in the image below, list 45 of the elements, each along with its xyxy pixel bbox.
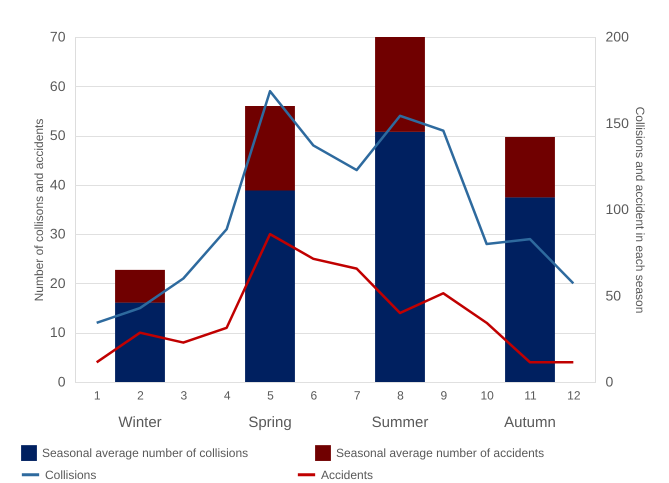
bar bbox=[115, 270, 165, 303]
y-tick-label: 40 bbox=[50, 176, 66, 192]
x-tick-label: 12 bbox=[567, 388, 581, 402]
text: Autumn bbox=[504, 414, 556, 431]
y-axis-title: Number of collisons and accidents bbox=[32, 118, 46, 302]
y2-axis-title: Collisions and accident in each season bbox=[632, 106, 647, 314]
x-tick-label: 6 bbox=[310, 388, 318, 402]
bar bbox=[505, 137, 555, 198]
x-tick-label: 1 bbox=[94, 388, 101, 402]
x-tick-label: 2 bbox=[137, 388, 144, 402]
y-tick-label: 70 bbox=[50, 28, 66, 44]
bar bbox=[375, 132, 425, 382]
y2-tick-label: 150 bbox=[606, 114, 630, 131]
text: Spring bbox=[248, 414, 292, 431]
bar bbox=[505, 197, 555, 382]
y-tick-label: 60 bbox=[50, 78, 66, 94]
x-tick-label: 4 bbox=[224, 388, 231, 402]
x-tick-label: 9 bbox=[440, 388, 448, 402]
y-tick-label: 0 bbox=[58, 374, 66, 390]
x-tick-label: 11 bbox=[524, 388, 538, 402]
line-series bbox=[95, 232, 575, 364]
bar bbox=[245, 106, 295, 191]
y2-tick-label: 50 bbox=[606, 287, 622, 304]
legend-label: Collisions bbox=[45, 468, 96, 482]
x-tick-label: 8 bbox=[397, 388, 404, 402]
y2-tick-label: 0 bbox=[606, 374, 614, 390]
x-tick-label: 3 bbox=[180, 388, 188, 402]
text: Summer bbox=[372, 414, 428, 431]
x-tick-label: 10 bbox=[480, 388, 494, 402]
y-tick-label: 30 bbox=[50, 226, 66, 242]
y-tick-label: 20 bbox=[50, 274, 66, 291]
x-tick-label: 5 bbox=[267, 388, 274, 402]
y-tick-label: 10 bbox=[50, 324, 66, 340]
bar bbox=[245, 190, 295, 382]
legend-label: Seasonal average number of collisions bbox=[42, 446, 248, 460]
bar bbox=[375, 37, 425, 132]
text: Winter bbox=[118, 414, 162, 431]
legend-label: Seasonal average number of accidents bbox=[336, 446, 544, 460]
line-series bbox=[95, 90, 575, 324]
y2-tick-label: 100 bbox=[606, 201, 630, 217]
x-tick-label: 7 bbox=[354, 388, 361, 402]
y2-tick-label: 200 bbox=[606, 28, 630, 44]
bar bbox=[115, 302, 165, 382]
y-tick-label: 50 bbox=[50, 127, 66, 144]
legend-label: Accidents bbox=[321, 468, 374, 482]
